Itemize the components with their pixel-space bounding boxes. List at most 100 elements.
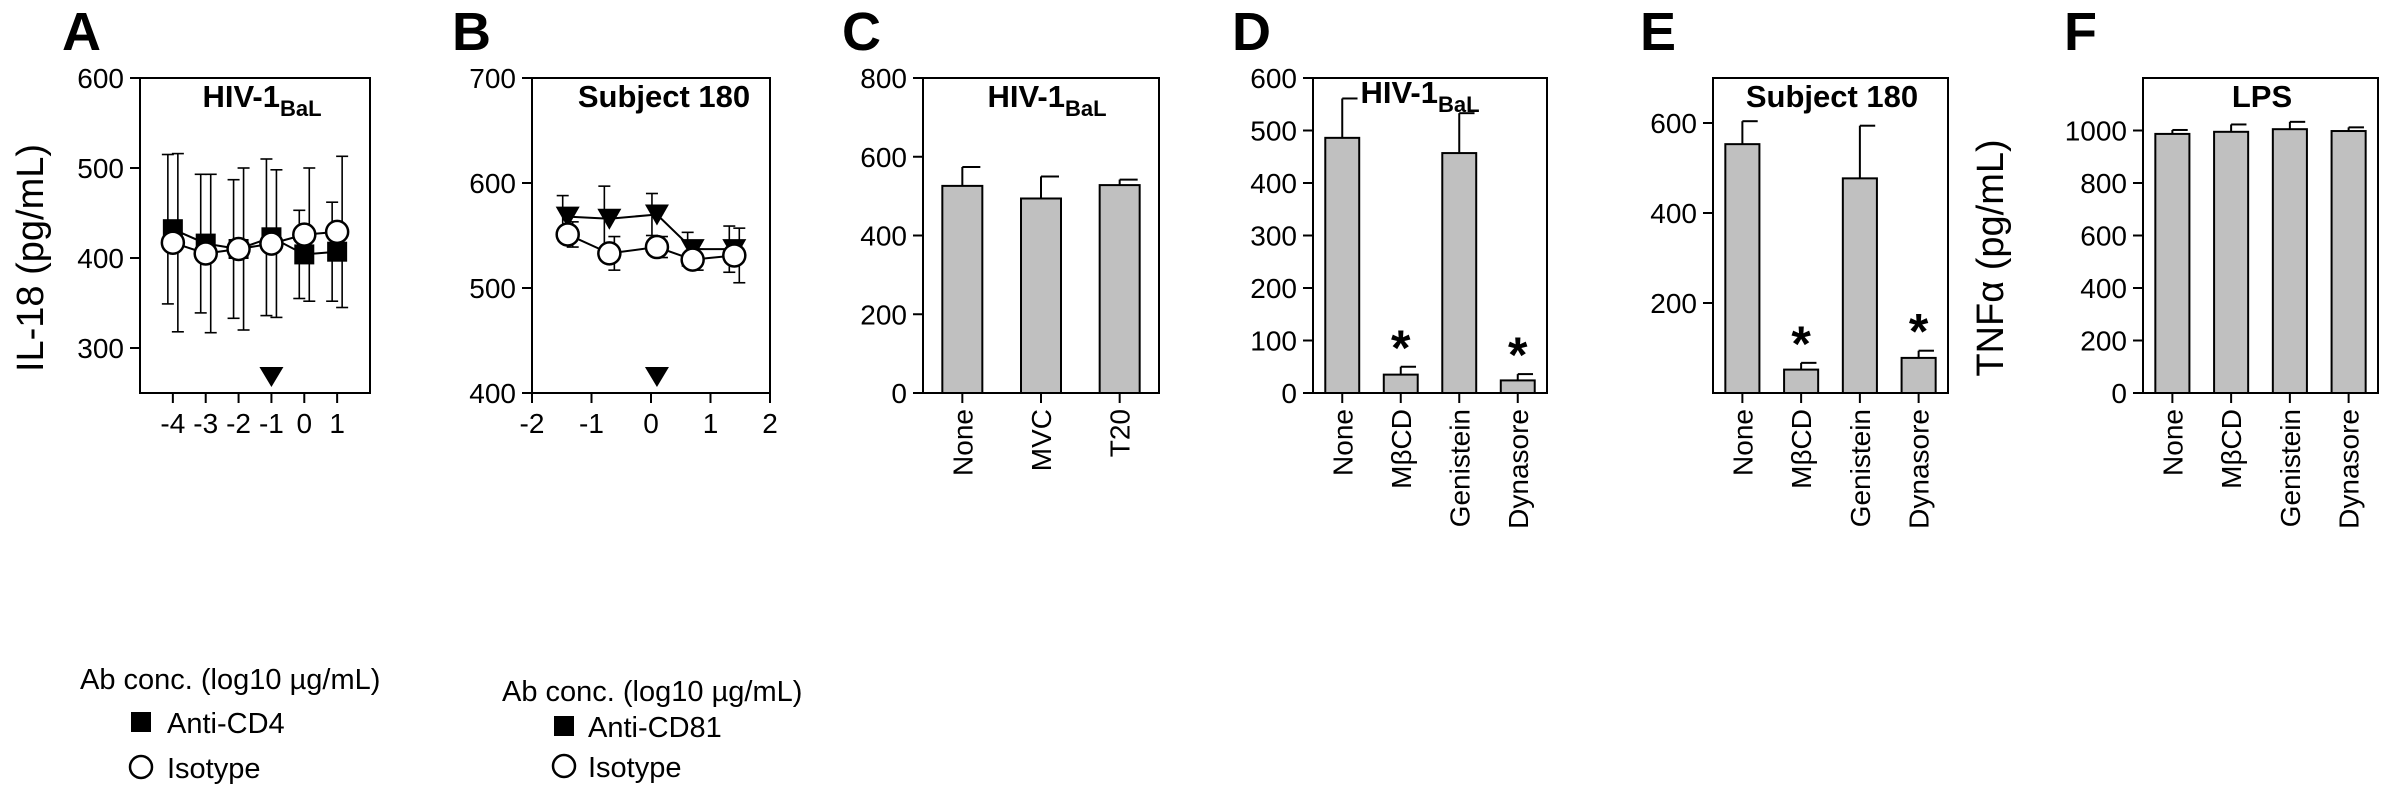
category-label-d: MβCD xyxy=(1386,409,1417,489)
chart-title-f: LPS xyxy=(2232,79,2292,114)
x-tick-label-a: 0 xyxy=(296,408,312,439)
category-label-c: MVC xyxy=(1026,409,1057,471)
bar-f xyxy=(2154,132,2191,394)
point-series-isotype-b xyxy=(722,243,747,268)
plot-d: None * MβCD Genistein * Dynasore 0 100 200 300 400… xyxy=(1250,63,1548,529)
y-tick-label-d: 300 xyxy=(1250,221,1297,252)
category-label-d: None xyxy=(1327,409,1358,476)
panel-a: A 300 400 500 600 -4 -3 -2 -1 0 1 HIV-1BaL IL-18 (… xyxy=(10,2,380,785)
x-tick-label-a: 1 xyxy=(329,408,345,439)
category-label-f: None xyxy=(2157,409,2188,476)
y-tick-label-e: 200 xyxy=(1650,288,1697,319)
x-tick-label-a: -4 xyxy=(160,408,185,439)
point-series-isotype-a xyxy=(324,219,350,245)
legend-marker-isotype-b xyxy=(551,753,577,779)
y-axis-label-a: IL-18 (pg/mL) xyxy=(10,144,52,372)
bar-e xyxy=(1724,143,1761,394)
category-label-c: None xyxy=(947,409,978,476)
panel-e: E None * MβCD Genistein * Dynasore 200 400 600 Su… xyxy=(1640,2,1949,529)
category-label-e: MβCD xyxy=(1786,409,1817,489)
plot-e: None * MβCD Genistein * Dynasore 200 400 600 Subj… xyxy=(1650,77,1949,529)
x-tick-label-a: -1 xyxy=(259,408,284,439)
plot-a: 300 400 500 600 -4 -3 -2 -1 0 1 HIV-1BaL xyxy=(77,63,371,439)
category-label-e: Genistein xyxy=(1845,409,1876,527)
bar-d xyxy=(1382,373,1419,394)
y-tick-label-d: 600 xyxy=(1250,63,1297,94)
y-tick-label-d: 400 xyxy=(1250,168,1297,199)
arrow-marker-a xyxy=(259,367,284,387)
point-series-isotype-b xyxy=(680,247,705,272)
plot-frame-a xyxy=(139,77,371,394)
plot-c: None MVC T20 0 200 400 600 800 HIV-1BaL xyxy=(860,63,1160,476)
point-series-isotype-b xyxy=(597,241,622,266)
point-series-isotype-a xyxy=(226,236,251,262)
significance-star-d: * xyxy=(1391,320,1411,376)
y-tick-label-d: 200 xyxy=(1250,273,1297,304)
point-series-anti-cd81-b xyxy=(555,206,580,228)
bar-c xyxy=(1020,197,1062,394)
y-tick-label-a: 500 xyxy=(77,153,124,184)
chart-title-b: Subject 180 xyxy=(578,79,750,114)
y-tick-label-f: 200 xyxy=(2080,326,2127,357)
bar-e xyxy=(1783,368,1820,395)
panel-c: C None MVC T20 0 200 400 600 800 HIV-1BaL xyxy=(842,2,1160,476)
y-tick-label-c: 200 xyxy=(860,299,907,330)
panel-letter-c: C xyxy=(842,2,881,62)
bar-c xyxy=(941,184,984,394)
x-tick-label-b: 0 xyxy=(643,408,659,439)
significance-star-d: * xyxy=(1508,327,1528,383)
panel-letter-f: F xyxy=(2064,2,2097,62)
x-tick-label-b: -1 xyxy=(579,408,604,439)
category-label-e: Dynasore xyxy=(1904,409,1935,529)
bar-e xyxy=(1841,177,1878,394)
point-series-isotype-b xyxy=(555,222,580,247)
bar-f xyxy=(2213,130,2250,394)
y-tick-label-b: 700 xyxy=(469,63,516,94)
category-label-d: Genistein xyxy=(1444,409,1475,527)
x-tick-label-b: 1 xyxy=(703,408,719,439)
panel-d: D None * MβCD Genistein * Dynasore 0 100 200 300 4… xyxy=(1232,2,1548,529)
y-tick-label-c: 800 xyxy=(860,63,907,94)
panel-letter-d: D xyxy=(1232,2,1271,62)
legend-marker-isotype-a xyxy=(128,754,154,780)
y-tick-label-e: 600 xyxy=(1650,108,1697,139)
y-tick-label-c: 600 xyxy=(860,142,907,173)
y-tick-label-b: 400 xyxy=(469,378,516,409)
y-tick-label-c: 0 xyxy=(891,378,907,409)
y-tick-label-a: 300 xyxy=(77,333,124,364)
category-label-f: Genistein xyxy=(2275,409,2306,527)
category-label-d: Dynasore xyxy=(1503,409,1534,529)
plot-b: 400 500 600 700 -2 -1 0 1 2 Subject 180 xyxy=(469,63,778,439)
bar-e xyxy=(1900,356,1937,394)
chart-title-a: HIV-1BaL xyxy=(202,79,321,121)
legend-label-anti-cd81: Anti-CD81 xyxy=(588,712,722,744)
point-series-isotype-a xyxy=(193,241,218,266)
x-tick-label-b: 2 xyxy=(762,408,778,439)
bar-f xyxy=(2271,128,2308,394)
category-label-c: T20 xyxy=(1105,409,1136,457)
significance-star-e: * xyxy=(1909,304,1929,360)
significance-star-e: * xyxy=(1791,316,1811,372)
y-tick-label-b: 600 xyxy=(469,168,516,199)
category-label-f: Dynasore xyxy=(2334,409,2365,529)
point-series-isotype-a xyxy=(292,222,317,247)
y-tick-label-c: 400 xyxy=(860,221,907,252)
x-tick-label-b: -2 xyxy=(520,408,545,439)
point-series-isotype-a xyxy=(259,231,284,256)
legend-label-isotype-a: Isotype xyxy=(167,753,261,785)
panel-letter-a: A xyxy=(62,2,101,62)
legend-marker-anti-cd81 xyxy=(554,716,574,736)
legend-label-anti-cd4: Anti-CD4 xyxy=(167,708,285,740)
y-tick-label-f: 600 xyxy=(2080,221,2127,252)
plot-f: None MβCD Genistein Dynasore 0 200 400 600 800 10… xyxy=(2065,77,2379,529)
x-axis-label-a: Ab conc. (log10 µg/mL) xyxy=(80,664,380,696)
legend-label-isotype-b: Isotype xyxy=(588,752,682,784)
panel-letter-e: E xyxy=(1640,2,1676,62)
y-tick-label-a: 400 xyxy=(77,243,124,274)
chart-title-subscript-d: BaL xyxy=(1438,92,1480,117)
y-tick-label-e: 400 xyxy=(1650,198,1697,229)
y-tick-label-f: 400 xyxy=(2080,273,2127,304)
chart-title-d: HIV-1BaL xyxy=(1360,75,1479,117)
y-tick-label-f: 1000 xyxy=(2065,116,2127,147)
chart-title-subscript-a: BaL xyxy=(280,96,322,121)
